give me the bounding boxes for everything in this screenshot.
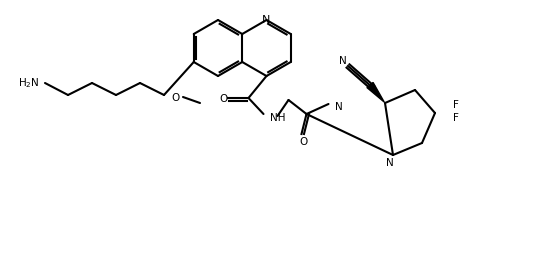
Text: N: N: [339, 56, 347, 66]
Text: O: O: [171, 93, 179, 103]
Text: O: O: [219, 94, 228, 104]
Text: H$_2$N: H$_2$N: [18, 76, 39, 90]
Text: O: O: [299, 137, 307, 147]
Text: NH: NH: [270, 113, 286, 123]
Text: N: N: [335, 102, 343, 112]
Polygon shape: [367, 83, 384, 102]
Text: F: F: [453, 100, 459, 110]
Text: F: F: [453, 113, 459, 123]
Text: N: N: [262, 15, 271, 25]
Text: N: N: [386, 158, 394, 168]
